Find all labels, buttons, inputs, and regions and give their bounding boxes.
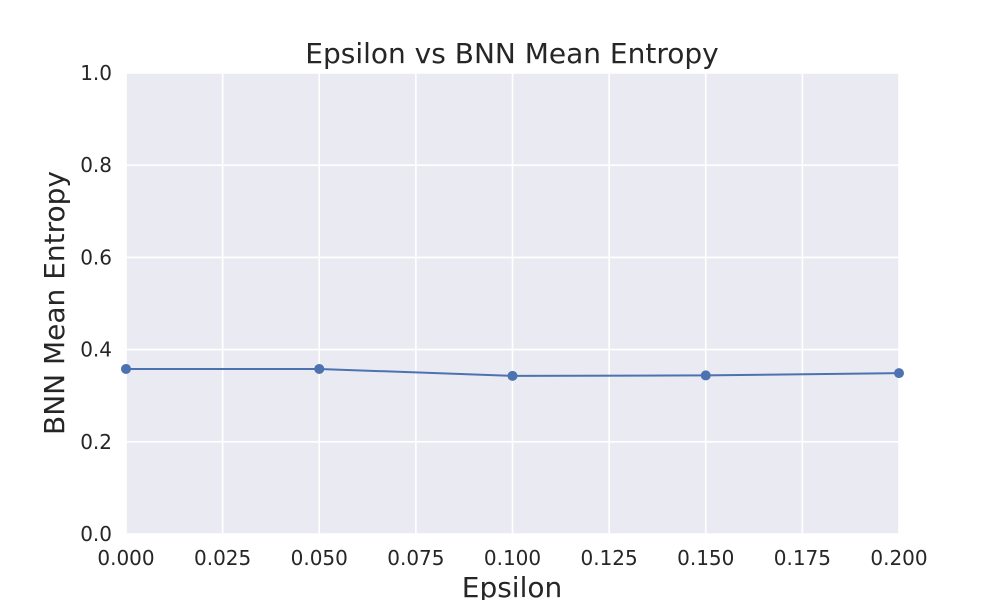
y-axis-label: BNN Mean Entropy xyxy=(38,171,71,435)
data-point xyxy=(507,370,518,381)
tick-labels: 0.000 0.025 0.050 0.075 0.100 0.125 0.150 0.175… xyxy=(80,61,927,570)
x-tick-label: 0.025 xyxy=(194,546,251,570)
y-tick-label: 0.0 xyxy=(80,522,112,546)
grid-lines xyxy=(125,72,900,535)
x-tick-label: 0.075 xyxy=(387,546,444,570)
y-tick-label: 1.0 xyxy=(80,61,112,85)
x-tick-label: 0.200 xyxy=(870,546,927,570)
y-tick-label: 0.4 xyxy=(80,338,112,362)
data-point xyxy=(314,363,325,374)
x-tick-label: 0.125 xyxy=(580,546,637,570)
x-axis-label: Epsilon xyxy=(462,571,563,600)
data-point xyxy=(894,368,904,379)
x-tick-label: 0.100 xyxy=(484,546,541,570)
y-tick-label: 0.8 xyxy=(80,153,112,177)
chart-title: Epsilon vs BNN Mean Entropy xyxy=(305,37,718,70)
data-point xyxy=(700,370,711,381)
data-point xyxy=(121,363,131,374)
x-tick-label: 0.000 xyxy=(97,546,154,570)
y-tick-label: 0.6 xyxy=(80,245,112,269)
y-tick-label: 0.2 xyxy=(80,430,112,454)
x-tick-label: 0.050 xyxy=(291,546,348,570)
x-tick-label: 0.150 xyxy=(677,546,734,570)
x-tick-label: 0.175 xyxy=(774,546,831,570)
series-layer xyxy=(121,363,904,381)
